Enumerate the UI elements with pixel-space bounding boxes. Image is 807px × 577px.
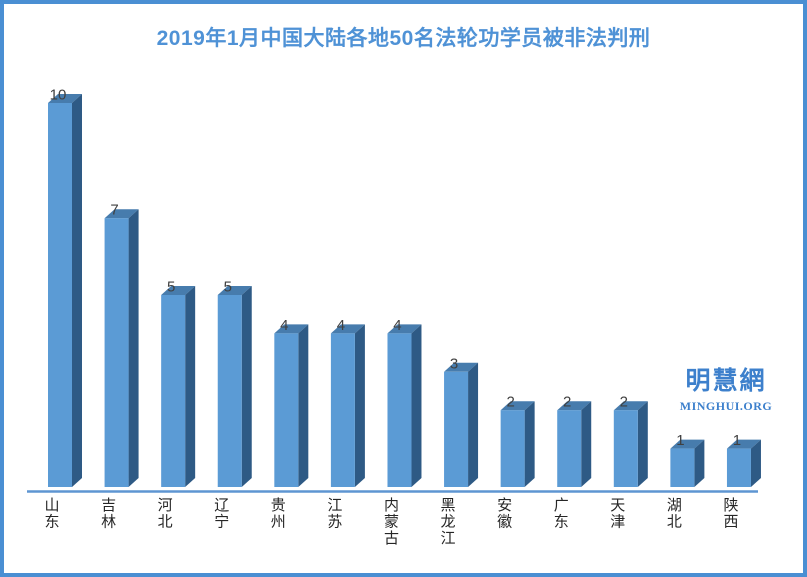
bar-value-label: 2: [620, 394, 628, 411]
bar-top-face: [444, 362, 479, 372]
bar-side-face: [750, 439, 761, 487]
bar-side-face: [72, 94, 82, 487]
bar-front-face: [48, 103, 72, 487]
bar-column: 5 辽宁: [214, 279, 252, 531]
bar-side-face: [637, 401, 648, 487]
bar-column: 1 湖北: [667, 432, 705, 531]
bar-top-face: [330, 324, 365, 334]
bar-column: 2 广东: [554, 394, 592, 531]
x-axis-label: 吉林: [101, 497, 116, 531]
bar-side-face: [581, 401, 592, 487]
bar-top-face: [161, 286, 196, 295]
bar-top-face: [48, 94, 82, 103]
bar-top-face: [387, 324, 422, 334]
x-axis-label: 广东: [554, 497, 569, 531]
bar-value-label: 10: [50, 87, 67, 104]
watermark-english-text: MINGHUI.ORG: [679, 398, 773, 413]
bar-front-face: [387, 333, 412, 487]
bar-side-face: [241, 286, 252, 487]
bar-value-label: 5: [224, 279, 232, 296]
bar-column: 3 黑龙江: [441, 355, 479, 547]
watermark-chinese-text: 明慧網: [685, 367, 767, 395]
bar-value-label: 7: [110, 202, 118, 219]
bar-column: 2 天津: [610, 394, 648, 531]
bar-front-face: [161, 295, 186, 487]
bar-value-label: 2: [563, 394, 571, 411]
bar-front-face: [726, 448, 751, 487]
x-axis-label: 内蒙古: [384, 497, 399, 547]
chart-title: 2019年1月中国大陆各地50名法轮功学员被非法判刑: [156, 27, 651, 50]
bar-side-face: [185, 286, 196, 487]
bar-value-label: 1: [676, 432, 684, 449]
bar-top-face: [274, 324, 309, 334]
bar-front-face: [274, 333, 299, 487]
bar-value-label: 4: [280, 317, 288, 334]
bar-front-face: [104, 218, 129, 487]
bar-side-face: [128, 209, 139, 487]
bar-side-face: [298, 324, 309, 487]
bar-value-label: 3: [450, 355, 458, 372]
x-axis-label: 安徽: [497, 497, 512, 531]
bar-top-face: [670, 439, 705, 449]
bar-top-face: [726, 439, 761, 449]
bar-top-face: [557, 401, 592, 411]
bar-column: 4 贵州: [271, 317, 309, 531]
bar-front-face: [670, 448, 695, 487]
bar-column: 1 陕西: [723, 432, 761, 531]
bar-column: 4 江苏: [327, 317, 365, 531]
x-axis-label: 黑龙江: [441, 497, 456, 547]
bar-column: 10 山东: [44, 87, 82, 531]
bar-column: 5 河北: [158, 279, 196, 531]
bar-value-label: 2: [506, 394, 514, 411]
x-axis-label: 山东: [44, 497, 59, 531]
x-axis-label: 辽宁: [214, 497, 229, 531]
x-axis-label: 河北: [158, 497, 173, 531]
bar-front-face: [557, 410, 582, 487]
bar-top-face: [613, 401, 648, 411]
bar-value-label: 1: [733, 432, 741, 449]
bar-side-face: [694, 439, 705, 487]
minghui-watermark: 明慧網 MINGHUI.ORG: [679, 367, 773, 414]
x-axis-label: 湖北: [667, 497, 682, 531]
bar-value-label: 4: [393, 317, 401, 334]
bar-side-face: [524, 401, 535, 487]
bar-side-face: [411, 324, 422, 487]
x-axis-label: 江苏: [327, 497, 342, 531]
bar-front-face: [613, 410, 638, 487]
bar-side-face: [354, 324, 365, 487]
x-axis-label: 贵州: [271, 497, 286, 531]
bar-column: 2 安徽: [497, 394, 535, 531]
x-axis-label: 陕西: [723, 497, 738, 531]
x-axis-label: 天津: [610, 497, 625, 531]
bar-top-face: [217, 286, 252, 295]
bar-side-face: [468, 362, 479, 487]
bar-front-face: [330, 333, 355, 487]
bar-front-face: [217, 295, 242, 487]
bar-column: 4 内蒙古: [384, 317, 422, 547]
bar-column: 7 吉林: [101, 202, 139, 531]
bar-value-label: 4: [337, 317, 345, 334]
bar-top-face: [104, 209, 139, 219]
bar-front-face: [444, 371, 469, 487]
bar-front-face: [500, 410, 525, 487]
bar-top-face: [500, 401, 535, 411]
bar-value-label: 5: [167, 279, 175, 296]
